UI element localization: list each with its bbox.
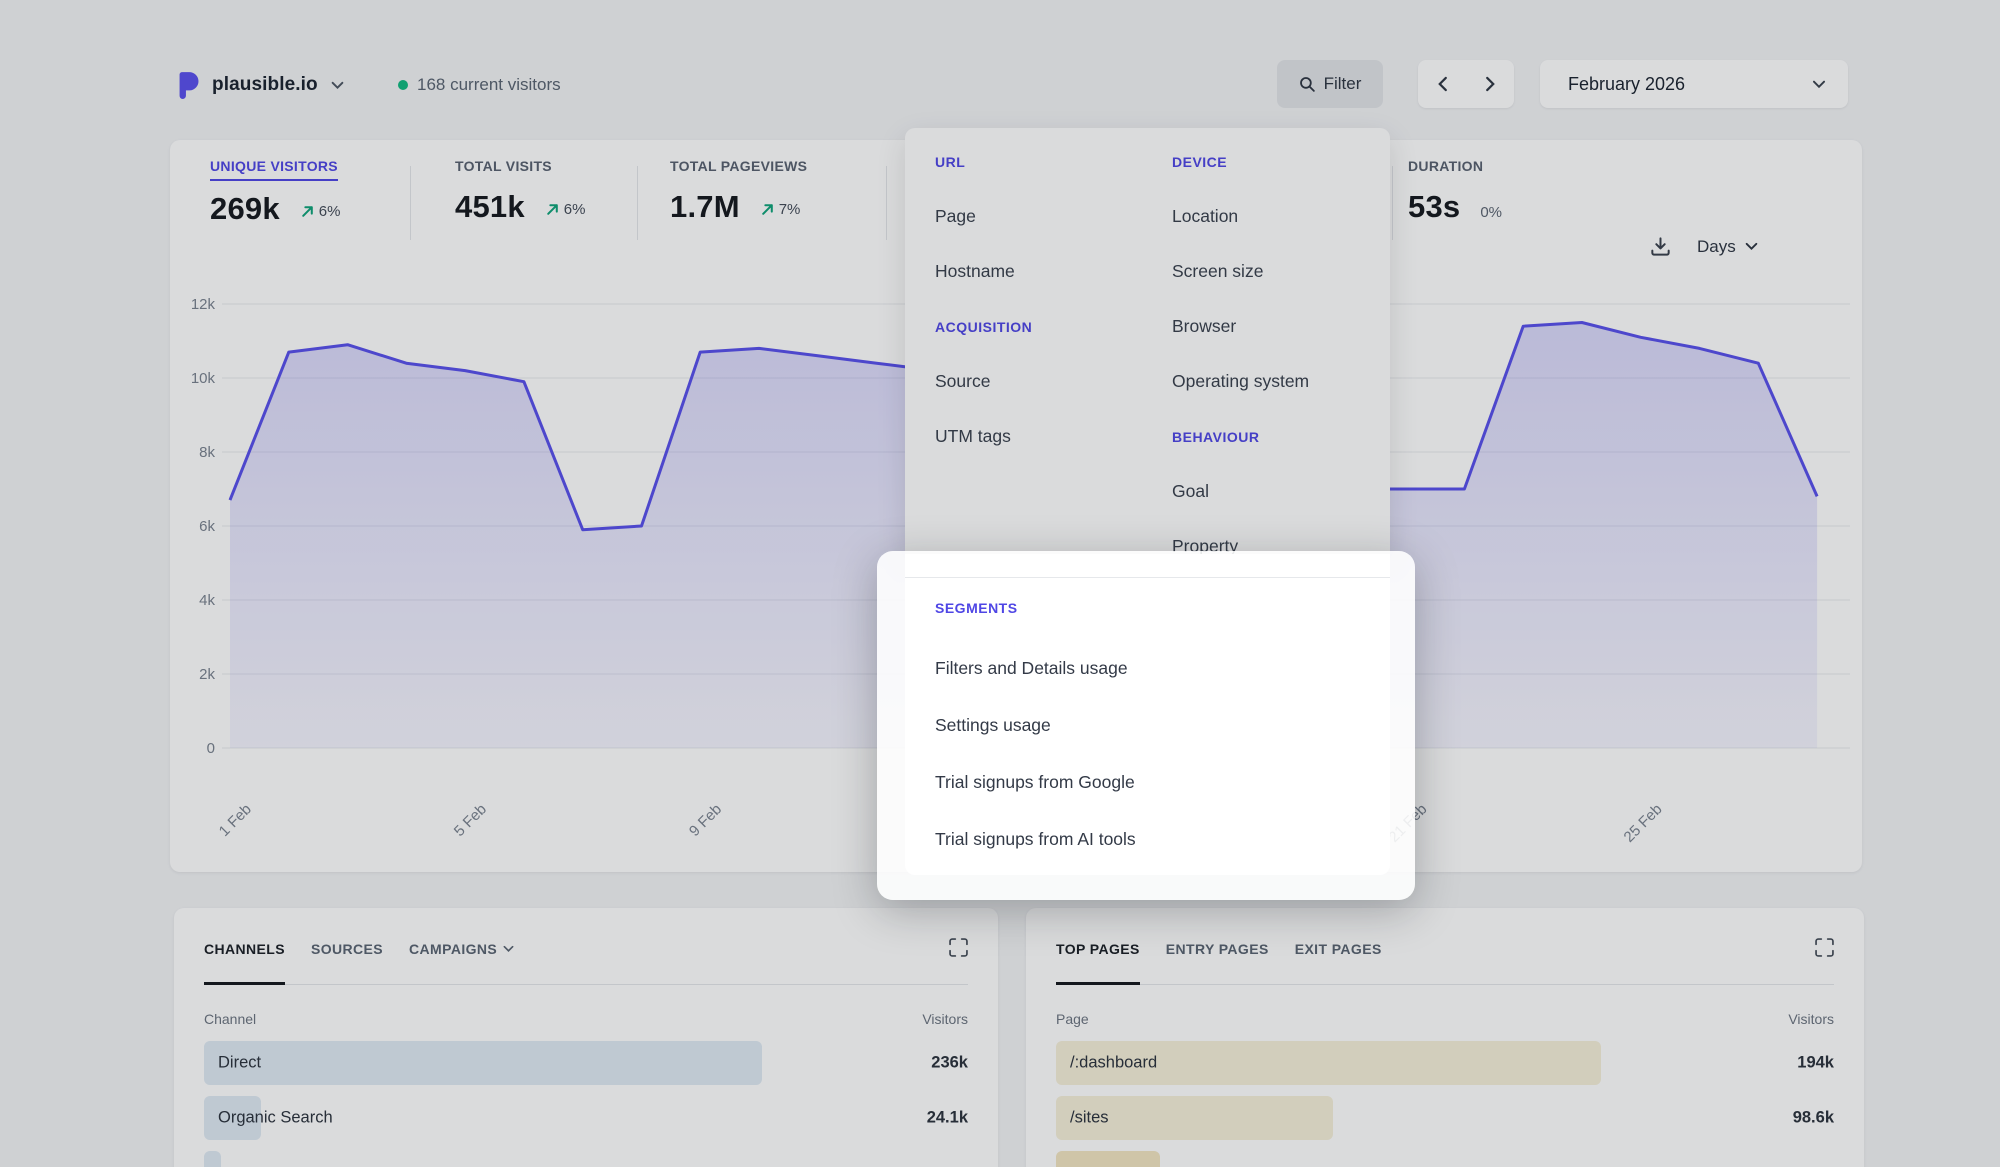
segment-item-filters-and-details-usage[interactable]: Filters and Details usage: [935, 658, 1128, 679]
segment-item-trial-signups-from-ai-tools[interactable]: Trial signups from AI tools: [935, 829, 1136, 850]
filter-menu-segments: SEGMENTS Filters and Details usage Settin…: [905, 554, 1390, 875]
segments-group-title: SEGMENTS: [935, 600, 1018, 616]
menu-divider: [905, 577, 1390, 578]
page-root: plausible.io 168 current visitors Filter…: [0, 0, 2000, 1167]
segment-item-trial-signups-from-google[interactable]: Trial signups from Google: [935, 772, 1135, 793]
segment-item-settings-usage[interactable]: Settings usage: [935, 715, 1051, 736]
plausible-dashboard: { "topbar": { "site_name": "plausible.io…: [0, 0, 2000, 1167]
